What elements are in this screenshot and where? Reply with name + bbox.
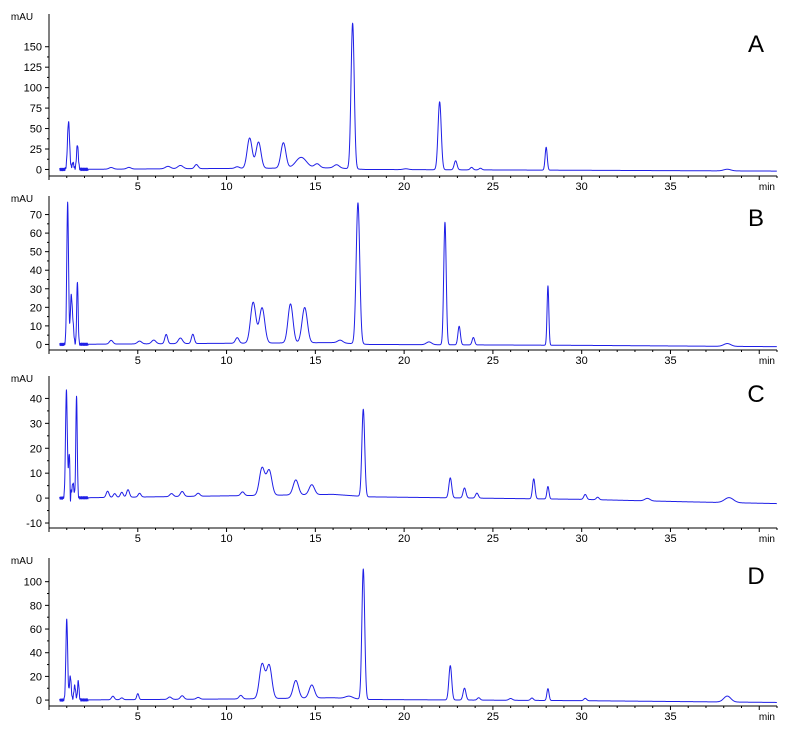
y-axis-unit: mAU — [11, 12, 33, 23]
x-tick-label: 10 — [220, 533, 232, 545]
x-tick-label: 10 — [220, 355, 232, 367]
y-tick-label: 10 — [30, 468, 42, 480]
x-tick-label: 20 — [398, 181, 410, 193]
x-tick-label: 20 — [398, 355, 410, 367]
y-tick-label: 40 — [30, 265, 42, 277]
chromatogram-trace — [59, 201, 778, 348]
y-tick-label: 40 — [30, 393, 42, 405]
x-tick-label: 10 — [220, 181, 232, 193]
x-tick-label: 10 — [220, 711, 232, 723]
chart-panel-b: 0 10 20 30 40 50 60 70 5 10 15 20 25 30 35 mAU min B — [11, 194, 778, 367]
y-tick-label: 75 — [30, 103, 42, 115]
x-tick-label: 15 — [309, 355, 321, 367]
y-tick-label: 0 — [36, 695, 42, 707]
chart-panel-c: -10 0 10 20 30 40 5 10 15 20 25 30 35 mAU min C — [11, 374, 778, 545]
y-tick-label: 70 — [30, 210, 42, 222]
y-axis-unit: mAU — [11, 556, 33, 567]
y-tick-label: 10 — [30, 321, 42, 333]
y-tick-label: 100 — [24, 83, 42, 95]
y-tick-label: 30 — [30, 418, 42, 430]
x-tick-label: 20 — [398, 711, 410, 723]
x-tick-label: 5 — [135, 355, 141, 367]
y-tick-label: -10 — [26, 518, 42, 530]
x-tick-label: 25 — [487, 711, 499, 723]
x-axis-unit: min — [759, 356, 775, 367]
panel-letter: A — [748, 31, 764, 58]
panel-letter: B — [748, 205, 764, 232]
x-tick-label: 25 — [487, 533, 499, 545]
y-axis-unit: mAU — [11, 374, 33, 385]
chromatogram-trace — [59, 22, 778, 172]
y-tick-label: 50 — [30, 124, 42, 136]
x-axis-unit: min — [759, 182, 775, 193]
chart-panel-a: 0 25 50 75 100 125 150 5 10 15 20 25 30 35 mAU min A — [11, 12, 778, 193]
y-axis-unit: mAU — [11, 194, 33, 205]
chromatogram-trace — [59, 389, 778, 505]
x-tick-label: 5 — [135, 533, 141, 545]
chart-panel-d: 0 20 40 60 80 100 5 10 15 20 25 30 35 mAU min D — [11, 556, 778, 723]
x-tick-label: 15 — [309, 711, 321, 723]
x-tick-label: 15 — [309, 533, 321, 545]
y-tick-label: 20 — [30, 443, 42, 455]
x-axis-unit: min — [759, 712, 775, 723]
y-tick-label: 0 — [36, 493, 42, 505]
x-tick-label: 30 — [576, 355, 588, 367]
y-tick-label: 0 — [36, 164, 42, 176]
y-tick-label: 0 — [36, 339, 42, 351]
x-tick-label: 35 — [664, 355, 676, 367]
y-tick-label: 20 — [30, 302, 42, 314]
y-tick-label: 100 — [24, 577, 42, 589]
y-tick-label: 125 — [24, 62, 42, 74]
y-tick-label: 50 — [30, 247, 42, 259]
x-tick-label: 20 — [398, 533, 410, 545]
x-tick-label: 35 — [664, 533, 676, 545]
y-tick-label: 40 — [30, 648, 42, 660]
x-tick-label: 15 — [309, 181, 321, 193]
chromatogram-trace — [59, 568, 778, 703]
x-tick-label: 25 — [487, 355, 499, 367]
x-tick-label: 30 — [576, 181, 588, 193]
panel-letter: D — [747, 563, 764, 590]
x-tick-label: 30 — [576, 533, 588, 545]
x-tick-label: 35 — [664, 181, 676, 193]
x-axis-unit: min — [759, 534, 775, 545]
panel-letter: C — [747, 381, 764, 408]
y-tick-label: 20 — [30, 671, 42, 683]
x-tick-label: 30 — [576, 711, 588, 723]
x-tick-label: 25 — [487, 181, 499, 193]
x-tick-label: 5 — [135, 181, 141, 193]
x-tick-label: 35 — [664, 711, 676, 723]
y-tick-label: 150 — [24, 42, 42, 54]
y-tick-label: 80 — [30, 600, 42, 612]
y-tick-label: 60 — [30, 624, 42, 636]
y-tick-label: 60 — [30, 228, 42, 240]
y-tick-label: 25 — [30, 144, 42, 156]
x-tick-label: 5 — [135, 711, 141, 723]
y-tick-label: 30 — [30, 284, 42, 296]
